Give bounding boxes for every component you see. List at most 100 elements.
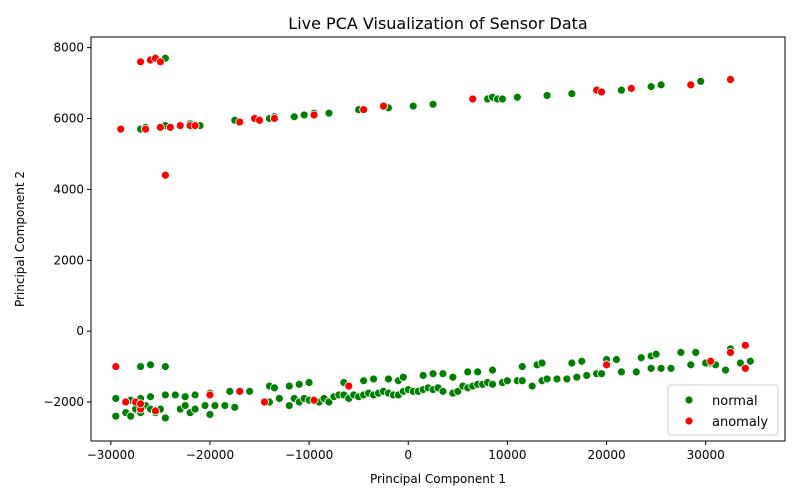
normal-point bbox=[572, 372, 582, 382]
normal-point bbox=[676, 348, 686, 357]
normal-point bbox=[517, 376, 527, 386]
legend-normal-label: normal bbox=[712, 394, 758, 409]
normal-point bbox=[270, 383, 279, 393]
anomaly-point bbox=[155, 122, 165, 132]
normal-point bbox=[636, 353, 646, 363]
normal-point bbox=[448, 372, 458, 382]
normal-point bbox=[160, 390, 170, 400]
normal-point bbox=[294, 379, 304, 389]
normal-point bbox=[146, 360, 155, 370]
normal-point bbox=[646, 363, 656, 373]
normal-point bbox=[453, 386, 463, 396]
anomaly-point bbox=[260, 397, 269, 407]
anomaly-point bbox=[165, 122, 175, 132]
anomaly-point bbox=[175, 121, 185, 130]
normal-point bbox=[552, 374, 562, 384]
anomaly-point bbox=[255, 115, 264, 125]
legend: normal anomaly bbox=[667, 384, 779, 436]
legend-anomaly-marker bbox=[684, 416, 694, 426]
normal-point bbox=[542, 374, 552, 384]
anomaly-point bbox=[155, 57, 165, 67]
y-tick-label: 4000 bbox=[53, 182, 84, 196]
x-axis-label: Principal Component 1 bbox=[370, 472, 506, 486]
legend-normal-marker bbox=[684, 395, 694, 405]
x-axis-ticks: −30000 −20000 −10000 0 10000 20000 30000 bbox=[87, 441, 725, 462]
anomaly-point bbox=[740, 363, 750, 373]
normal-point bbox=[488, 365, 497, 375]
anomaly-point bbox=[740, 340, 750, 350]
x-tick-label: −10000 bbox=[285, 448, 333, 462]
normal-point bbox=[284, 401, 294, 410]
anomaly-point bbox=[706, 356, 716, 366]
normal-point bbox=[438, 386, 448, 396]
anomaly-point bbox=[235, 386, 245, 396]
normal-point bbox=[408, 101, 418, 111]
plot-area-frame bbox=[90, 36, 786, 442]
normal-point bbox=[418, 371, 428, 380]
x-tick-label: −20000 bbox=[186, 448, 234, 462]
normal-point bbox=[612, 355, 621, 364]
anomaly-point bbox=[116, 124, 126, 134]
normal-point bbox=[299, 110, 309, 120]
normal-point bbox=[542, 91, 552, 100]
legend-box bbox=[667, 384, 779, 436]
normal-point bbox=[617, 85, 626, 95]
y-tick-label: 2000 bbox=[53, 253, 84, 267]
anomaly-point bbox=[344, 381, 354, 391]
anomaly-point bbox=[309, 110, 319, 120]
normal-point bbox=[646, 82, 656, 92]
anomaly-point bbox=[597, 87, 606, 97]
anomaly-point bbox=[270, 114, 279, 123]
normal-point bbox=[324, 108, 334, 118]
normal-point bbox=[721, 365, 730, 375]
anomaly-point bbox=[141, 124, 150, 134]
x-tick-label: 20000 bbox=[587, 448, 625, 462]
anomaly-point bbox=[726, 75, 735, 84]
normal-point bbox=[200, 401, 210, 410]
normal-point bbox=[656, 80, 666, 90]
normal-point bbox=[160, 413, 170, 423]
normal-point bbox=[517, 362, 527, 371]
normal-point bbox=[537, 358, 547, 368]
anomaly-point bbox=[121, 397, 131, 407]
y-tick-label: 6000 bbox=[53, 112, 84, 126]
x-tick-label: 0 bbox=[404, 448, 412, 462]
normal-point bbox=[111, 411, 121, 421]
normal-point bbox=[190, 404, 200, 414]
anomaly-point bbox=[136, 57, 145, 67]
normal-point bbox=[369, 374, 378, 384]
normal-point bbox=[274, 394, 284, 403]
normal-point bbox=[666, 363, 676, 373]
normal-point bbox=[473, 367, 483, 377]
normal-point bbox=[502, 376, 512, 386]
x-tick-label: −30000 bbox=[87, 448, 135, 462]
anomaly-point bbox=[602, 360, 611, 370]
normal-point bbox=[180, 392, 190, 402]
anomaly-point bbox=[309, 395, 319, 405]
anomaly-point bbox=[205, 390, 215, 400]
anomaly-point bbox=[379, 101, 388, 111]
normal-point bbox=[488, 379, 497, 389]
normal-point bbox=[735, 358, 745, 368]
normal-point bbox=[428, 99, 438, 109]
anomaly-point bbox=[468, 94, 478, 104]
normal-point bbox=[651, 349, 661, 359]
legend-anomaly-label: anomaly bbox=[712, 415, 768, 430]
normal-point bbox=[126, 411, 136, 421]
normal-point bbox=[245, 386, 255, 396]
normal-point bbox=[463, 367, 473, 377]
y-tick-label: 0 bbox=[76, 324, 84, 338]
normal-point bbox=[567, 358, 577, 368]
normal-point bbox=[136, 362, 145, 371]
anomaly-point bbox=[190, 121, 200, 130]
normal-point bbox=[205, 410, 215, 419]
normal-point bbox=[582, 371, 592, 380]
normal-point bbox=[284, 381, 294, 391]
normal-point bbox=[656, 363, 666, 373]
y-axis-ticks: −2000 0 2000 4000 6000 8000 bbox=[43, 41, 91, 409]
normal-point bbox=[384, 374, 393, 384]
normal-point bbox=[398, 372, 408, 382]
normal-point bbox=[745, 356, 755, 366]
